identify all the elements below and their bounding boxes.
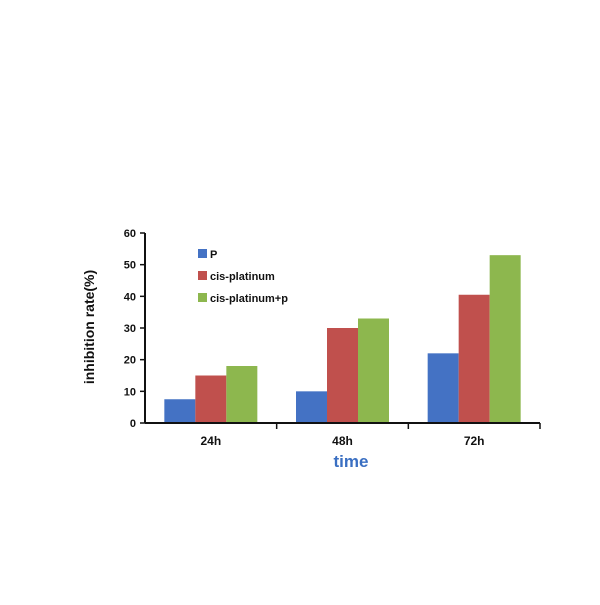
y-tick-label-0: 0: [130, 418, 136, 430]
legend-label-2: cis-platinum+p: [210, 293, 288, 305]
bar-48h-series-2: [358, 318, 389, 423]
legend-swatch-1: [198, 271, 207, 280]
bar-72h-series-1: [458, 294, 490, 423]
x-tick-label-48h: 48h: [332, 434, 353, 448]
bars-layer: [164, 255, 521, 423]
y-axis-label: inhibition rate(%): [81, 270, 97, 384]
y-tick-label-20: 20: [124, 355, 136, 367]
bar-24h-series-1: [195, 375, 227, 423]
y-tick-label-40: 40: [124, 291, 136, 303]
axes-layer: 0 10 20 30 40 50 60 24h 48h 72h: [124, 228, 541, 448]
legend-label-1: cis-platinum: [210, 271, 275, 283]
bar-48h-series-0: [296, 391, 327, 423]
y-tick-label-50: 50: [124, 260, 136, 272]
bar-72h-series-2: [489, 255, 521, 423]
y-tick-label-10: 10: [124, 386, 136, 398]
x-tick-label-72h: 72h: [464, 434, 485, 448]
y-tick-label-30: 30: [124, 323, 136, 335]
bar-24h-series-0: [164, 399, 196, 423]
legend-label-0: P: [210, 249, 217, 261]
y-tick-label-60: 60: [124, 228, 136, 240]
x-axis-label: time: [334, 452, 369, 471]
bar-72h-series-0: [427, 353, 459, 423]
legend-swatch-0: [198, 249, 207, 258]
bar-24h-series-2: [226, 366, 258, 423]
legend-swatch-2: [198, 293, 207, 302]
bar-48h-series-1: [327, 328, 358, 423]
x-tick-label-24h: 24h: [200, 434, 221, 448]
